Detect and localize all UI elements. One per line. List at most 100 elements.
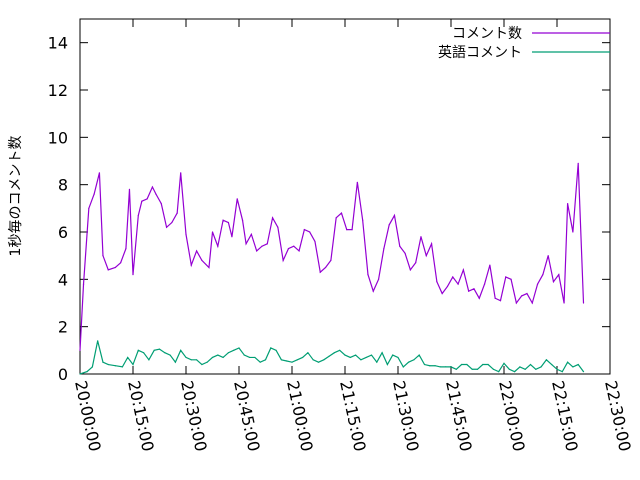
data-point	[261, 245, 263, 247]
data-point	[217, 245, 219, 247]
data-point	[201, 363, 203, 366]
x-tick-label: 22:30:00	[601, 379, 635, 453]
y-tick-label: 4	[58, 270, 68, 289]
data-point	[208, 266, 210, 269]
data-point	[468, 290, 470, 292]
y-axis: 0 2 4 6 8 10 12 14	[48, 34, 610, 384]
x-tick-label: 21:30:00	[389, 379, 423, 453]
data-point	[323, 359, 325, 361]
data-point	[423, 363, 426, 366]
data-point	[452, 276, 454, 278]
data-point	[577, 162, 579, 164]
data-point	[551, 363, 553, 366]
data-point	[370, 354, 373, 356]
data-point	[429, 365, 431, 367]
data-point	[542, 274, 544, 276]
data-point	[211, 356, 214, 359]
data-point	[271, 217, 274, 219]
data-point	[114, 365, 116, 367]
data-point	[270, 347, 272, 349]
data-point	[303, 229, 305, 231]
data-point	[377, 278, 380, 280]
data-point	[383, 247, 385, 250]
data-point	[346, 229, 348, 231]
y-tick-label: 2	[58, 318, 68, 337]
data-point	[88, 207, 90, 209]
data-point	[238, 347, 240, 349]
y-tick-label: 8	[58, 176, 68, 195]
data-point	[510, 278, 512, 280]
data-point	[211, 231, 214, 233]
data-point	[309, 231, 311, 233]
series-line-0	[79, 163, 585, 351]
data-point	[408, 361, 410, 363]
data-point	[365, 356, 367, 359]
data-point	[324, 266, 327, 269]
data-point	[180, 349, 182, 351]
data-point	[259, 361, 261, 363]
data-point	[335, 217, 337, 219]
data-point	[86, 371, 88, 373]
data-point	[120, 262, 122, 264]
data-point	[160, 203, 162, 205]
data-point	[82, 283, 85, 285]
data-point	[158, 348, 161, 350]
data-point	[393, 214, 396, 217]
data-point	[561, 371, 563, 373]
data-point	[556, 368, 558, 370]
data-point	[231, 236, 233, 238]
data-point	[434, 365, 436, 367]
data-point	[227, 352, 229, 354]
data-point	[171, 221, 173, 224]
data-point	[196, 250, 198, 252]
data-point	[349, 356, 351, 359]
data-point	[222, 356, 224, 359]
plot-area-frame	[79, 18, 611, 375]
data-point	[344, 354, 346, 356]
x-tick-label: 21:15:00	[336, 379, 370, 453]
data-point	[482, 363, 484, 366]
data-point	[577, 363, 579, 366]
data-point	[402, 366, 404, 368]
data-point	[340, 212, 343, 214]
data-point	[280, 359, 282, 361]
x-tick-label: 20:15:00	[124, 379, 158, 453]
data-point	[582, 302, 585, 304]
x-tick-label: 22:00:00	[495, 379, 529, 453]
data-point	[535, 368, 537, 370]
data-point	[499, 300, 502, 302]
data-point	[439, 366, 441, 368]
data-point	[461, 363, 463, 366]
legend-label: 英語コメント	[438, 44, 522, 61]
data-point	[291, 361, 293, 363]
x-axis: 20:00:00 20:15:00 20:30:00 20:45:00 21:00:00…	[71, 19, 635, 453]
data-point	[98, 172, 101, 174]
data-point	[125, 247, 127, 250]
data-point	[91, 366, 93, 368]
y-tick-label: 10	[48, 128, 68, 147]
data-point	[137, 349, 139, 351]
data-point	[245, 243, 247, 245]
data-point	[478, 297, 480, 299]
data-point	[328, 355, 330, 357]
data-point	[457, 283, 459, 285]
data-point	[164, 352, 166, 354]
data-point	[256, 250, 258, 252]
data-point	[114, 266, 116, 269]
data-point	[293, 245, 295, 247]
data-point	[567, 361, 569, 363]
data-point	[466, 363, 468, 366]
x-tick-label: 20:30:00	[177, 379, 211, 453]
data-point	[190, 359, 192, 361]
data-point	[143, 352, 145, 354]
data-point	[97, 340, 99, 342]
data-point	[399, 245, 401, 247]
data-point	[514, 371, 516, 373]
data-point	[351, 229, 353, 231]
data-point	[286, 360, 288, 362]
data-point	[287, 247, 290, 250]
data-point	[386, 363, 388, 366]
data-point	[102, 361, 104, 363]
data-point	[217, 354, 219, 356]
